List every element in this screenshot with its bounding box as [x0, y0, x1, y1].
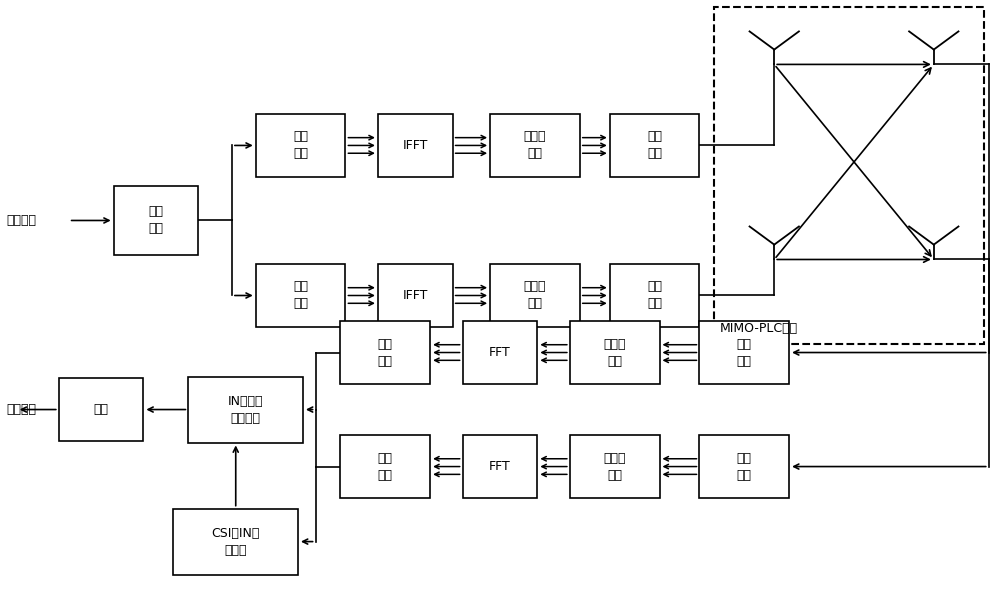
Text: FFT: FFT: [489, 346, 511, 359]
FancyBboxPatch shape: [173, 508, 298, 575]
Text: 并串
变换: 并串 变换: [378, 338, 393, 367]
FancyBboxPatch shape: [699, 435, 789, 498]
Text: 加循环
前缀: 加循环 前缀: [524, 280, 546, 311]
Text: 去循环
前缀: 去循环 前缀: [603, 338, 626, 367]
Text: 串并
变换: 串并 变换: [737, 338, 752, 367]
FancyBboxPatch shape: [114, 186, 198, 255]
Text: CSI与IN联
合估计: CSI与IN联 合估计: [212, 526, 260, 557]
Text: FFT: FFT: [489, 460, 511, 473]
Text: 并串
变换: 并串 变换: [378, 452, 393, 482]
Text: 串并
变换: 串并 变换: [293, 130, 308, 160]
FancyBboxPatch shape: [490, 264, 580, 327]
Text: 并串
变换: 并串 变换: [647, 130, 662, 160]
FancyBboxPatch shape: [570, 435, 660, 498]
FancyBboxPatch shape: [378, 114, 453, 177]
Text: 串并
变换: 串并 变换: [293, 280, 308, 311]
Text: IFFT: IFFT: [403, 139, 428, 152]
FancyBboxPatch shape: [463, 321, 537, 384]
Text: IN消除及
信道均衡: IN消除及 信道均衡: [228, 394, 263, 425]
Text: 去循环
前缀: 去循环 前缀: [603, 452, 626, 482]
FancyBboxPatch shape: [490, 114, 580, 177]
FancyBboxPatch shape: [256, 114, 345, 177]
FancyBboxPatch shape: [699, 321, 789, 384]
FancyBboxPatch shape: [340, 321, 430, 384]
FancyBboxPatch shape: [570, 321, 660, 384]
Text: 串并
变换: 串并 变换: [737, 452, 752, 482]
Text: 解调: 解调: [94, 403, 109, 416]
FancyBboxPatch shape: [59, 378, 143, 441]
FancyBboxPatch shape: [610, 114, 699, 177]
Text: MIMO-PLC信道: MIMO-PLC信道: [719, 321, 798, 335]
FancyBboxPatch shape: [340, 435, 430, 498]
FancyBboxPatch shape: [463, 435, 537, 498]
Text: 输出数据: 输出数据: [6, 403, 36, 416]
FancyBboxPatch shape: [610, 264, 699, 327]
Text: 调制
编码: 调制 编码: [148, 206, 163, 235]
Text: 输入数据: 输入数据: [6, 214, 36, 227]
FancyBboxPatch shape: [378, 264, 453, 327]
FancyBboxPatch shape: [188, 376, 303, 443]
FancyBboxPatch shape: [256, 264, 345, 327]
Text: IFFT: IFFT: [403, 289, 428, 302]
Text: 并串
变换: 并串 变换: [647, 280, 662, 311]
Text: 加循环
前缀: 加循环 前缀: [524, 130, 546, 160]
